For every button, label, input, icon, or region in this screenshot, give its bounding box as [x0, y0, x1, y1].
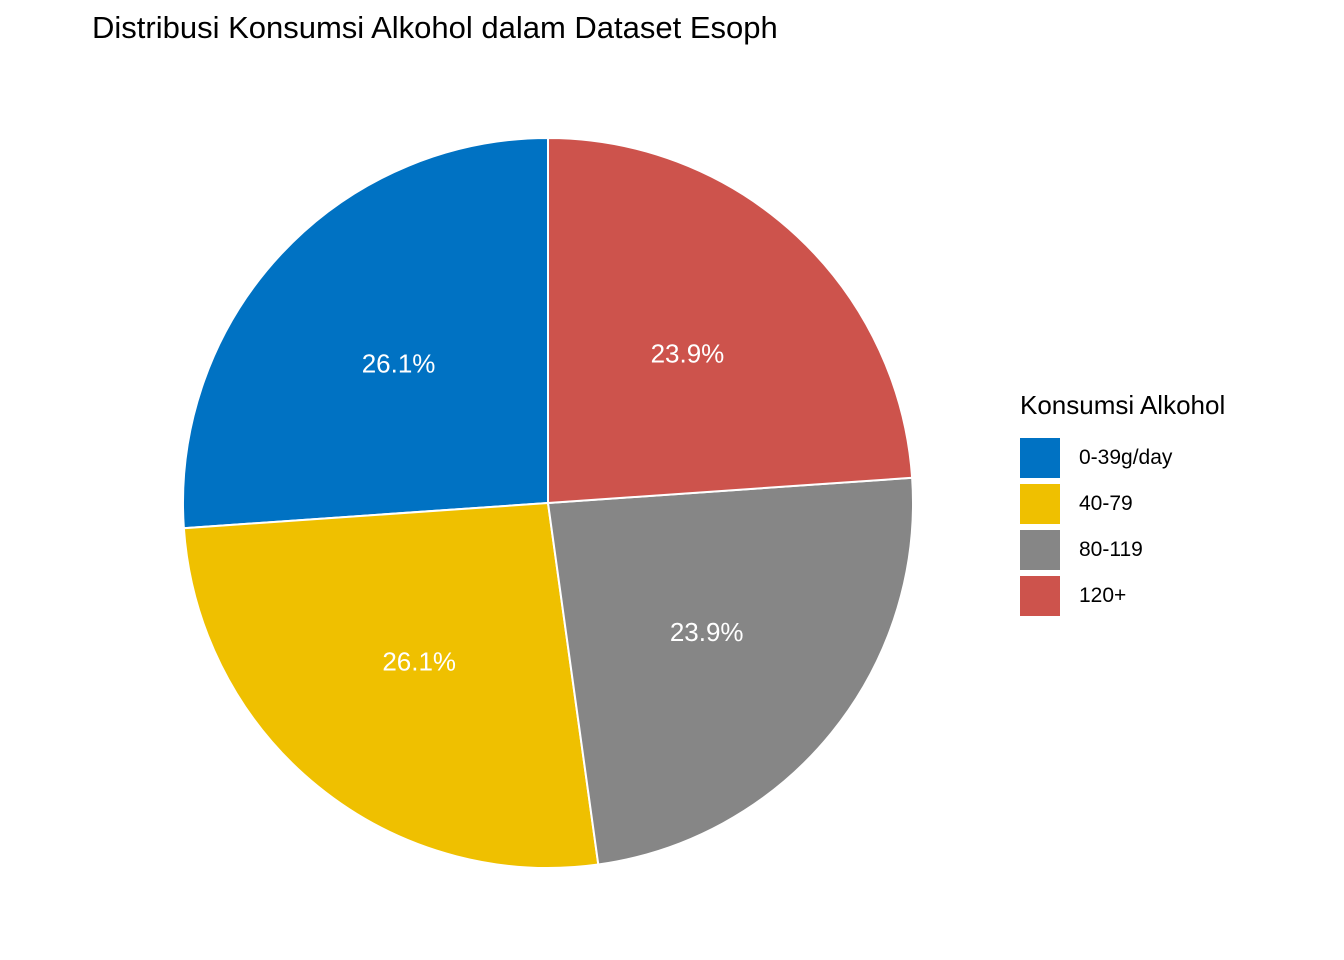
pie-slice-labels: 26.1% 26.1% 23.9% 23.9% [362, 339, 744, 677]
legend: Konsumsi Alkohol 0-39g/day 40-79 80-119 120… [1020, 390, 1225, 619]
legend-swatch-3 [1020, 576, 1060, 616]
pie-slice-label-0: 26.1% [362, 349, 436, 379]
legend-label-3: 120+ [1079, 584, 1127, 607]
legend-item-2: 80-119 [1020, 527, 1225, 573]
pie-slice-0 [182, 136, 549, 530]
legend-item-3: 120+ [1020, 573, 1225, 619]
legend-label-0: 0-39g/day [1079, 446, 1173, 469]
pie-slice-label-2: 23.9% [670, 617, 744, 647]
pie-slice-label-1: 26.1% [382, 647, 456, 677]
legend-swatch-0 [1020, 438, 1060, 478]
legend-swatch-2 [1020, 530, 1060, 570]
pie-slice-2 [546, 476, 914, 866]
legend-swatch-1 [1020, 484, 1060, 524]
legend-item-0: 0-39g/day [1020, 435, 1225, 481]
pie-slice-label-3: 23.9% [651, 339, 725, 369]
legend-item-1: 40-79 [1020, 481, 1225, 527]
legend-label-1: 40-79 [1079, 492, 1133, 515]
pie-slice-3 [547, 136, 914, 505]
legend-label-2: 80-119 [1079, 538, 1143, 561]
pie-slice-1 [182, 501, 600, 869]
legend-title: Konsumsi Alkohol [1020, 390, 1226, 420]
pie-slices [182, 136, 914, 869]
legend-items: 0-39g/day 40-79 80-119 120+ [1020, 435, 1225, 619]
chart-title: Distribusi Konsumsi Alkohol dalam Datase… [92, 10, 778, 45]
